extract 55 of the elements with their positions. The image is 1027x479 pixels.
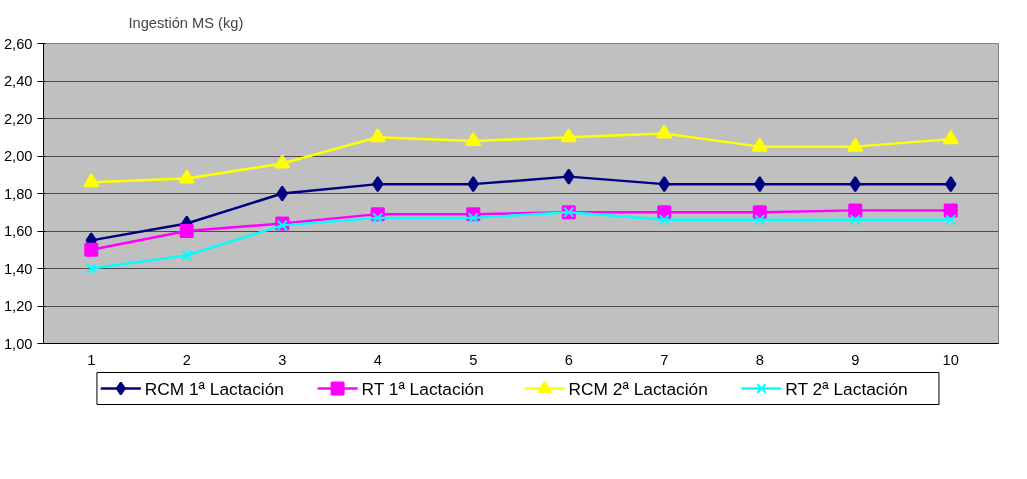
point	[372, 176, 384, 193]
point	[467, 176, 479, 193]
x-tick-label: 4	[373, 351, 382, 368]
point	[752, 205, 767, 220]
point	[847, 137, 864, 152]
point	[274, 154, 291, 169]
point	[658, 214, 670, 226]
y-tick-label: 1,40	[3, 260, 33, 277]
x-tick-label: 1	[87, 351, 96, 368]
y-tick-label: 1,00	[3, 335, 33, 352]
legend-label: RT 1ª Lactación	[361, 378, 484, 399]
point	[84, 242, 99, 257]
y-axis-title: Ingestión MS (kg)	[128, 15, 244, 31]
point	[656, 124, 673, 139]
point	[276, 185, 288, 202]
x-tick-label: 8	[755, 351, 764, 368]
point	[369, 128, 386, 143]
x-tick-label: 9	[851, 351, 860, 368]
x-tick-label: 7	[660, 351, 669, 368]
point	[658, 176, 670, 193]
x-tick-label: 3	[278, 351, 287, 368]
legend-label: RCM 2ª Lactación	[568, 378, 708, 399]
point	[849, 176, 861, 193]
point	[848, 203, 863, 218]
point	[943, 203, 958, 218]
y-tick-label: 2,40	[3, 73, 33, 89]
legend-label: RT 2ª Lactación	[785, 378, 908, 399]
point	[751, 137, 768, 152]
x-tick-label: 2	[182, 351, 191, 368]
point	[372, 212, 384, 224]
point	[563, 168, 575, 185]
point	[179, 224, 194, 238]
point	[178, 169, 195, 184]
point	[942, 130, 959, 145]
point	[181, 249, 193, 261]
legend-label: RCM 1ª Lactación	[144, 378, 284, 399]
y-tick-label: 1,80	[3, 185, 33, 202]
x-tick-label: 6	[564, 351, 573, 368]
point	[85, 262, 97, 275]
point	[849, 214, 861, 226]
point	[467, 212, 479, 224]
y-tick-label: 1,60	[3, 223, 33, 239]
y-tick-label: 2,60	[3, 35, 33, 52]
point	[560, 128, 577, 143]
y-tick-label: 2,00	[3, 148, 33, 164]
point	[945, 214, 957, 226]
y-tick-label: 2,20	[3, 110, 33, 127]
point	[465, 131, 482, 147]
x-tick-label: 10	[942, 351, 959, 368]
point	[83, 173, 100, 188]
point	[945, 176, 957, 193]
point	[754, 214, 766, 226]
x-tick-label: 5	[469, 351, 478, 368]
point	[754, 176, 766, 193]
y-tick-label: 1,20	[3, 298, 33, 314]
